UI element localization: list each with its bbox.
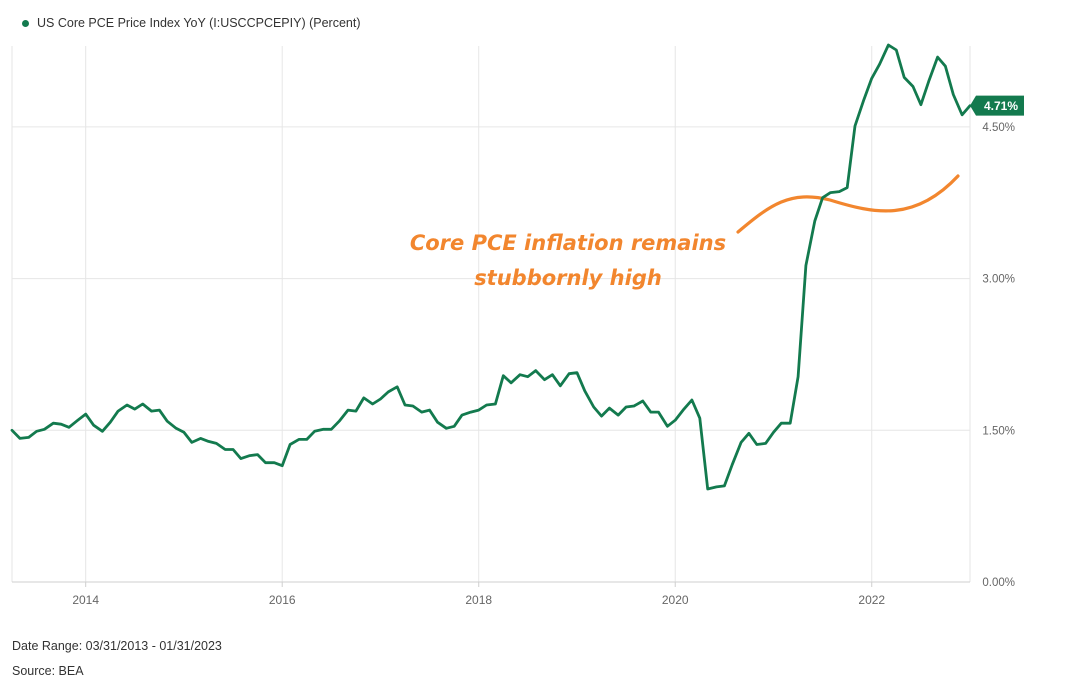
plot-frame <box>11 46 971 583</box>
y-tick-label: 0.00% <box>982 577 1015 589</box>
last-value-badge-bg <box>970 95 1024 116</box>
chart-legend: US Core PCE Price Index YoY (I:USCCPCEPI… <box>22 16 361 30</box>
y-tick-label: 3.00% <box>982 274 1015 286</box>
annotation-curve-path <box>736 174 960 234</box>
y-axis-ticks: 0.00% 1.50% 3.00% 4.50% <box>982 122 1015 589</box>
legend-series-label: US Core PCE Price Index YoY (I:USCCPCEPI… <box>37 16 361 30</box>
x-tick-label: 2018 <box>465 593 492 607</box>
x-tick-label: 2016 <box>269 593 296 607</box>
series-layer <box>10 43 972 491</box>
annotation-line-1: Core PCE inflation remains <box>410 231 726 255</box>
x-tick-label: 2020 <box>662 593 689 607</box>
line-chart: 0.00% 1.50% 3.00% 4.50% 2014 2016 2018 2020 202… <box>10 43 1024 607</box>
last-value-badge: 4.71% <box>970 95 1024 116</box>
last-value-label: 4.71% <box>984 99 1018 113</box>
date-range-text: Date Range: 03/31/2013 - 01/31/2023 <box>12 639 222 653</box>
series-line <box>10 43 972 491</box>
source-text: Source: BEA <box>12 664 84 678</box>
chart-footer: Date Range: 03/31/2013 - 01/31/2023 Sour… <box>12 634 222 684</box>
annotation-line-2: stubbornly high <box>474 266 662 290</box>
x-tick-label: 2014 <box>72 593 99 607</box>
x-axis-ticks: 2014 2016 2018 2020 2022 <box>72 593 885 607</box>
series-dot-icon <box>22 19 29 27</box>
y-tick-label: 1.50% <box>982 425 1015 437</box>
annotation-arrow-curve <box>736 174 960 234</box>
y-tick-label: 4.50% <box>982 122 1015 134</box>
x-tick-label: 2022 <box>858 593 885 607</box>
grid-lines <box>12 46 970 587</box>
